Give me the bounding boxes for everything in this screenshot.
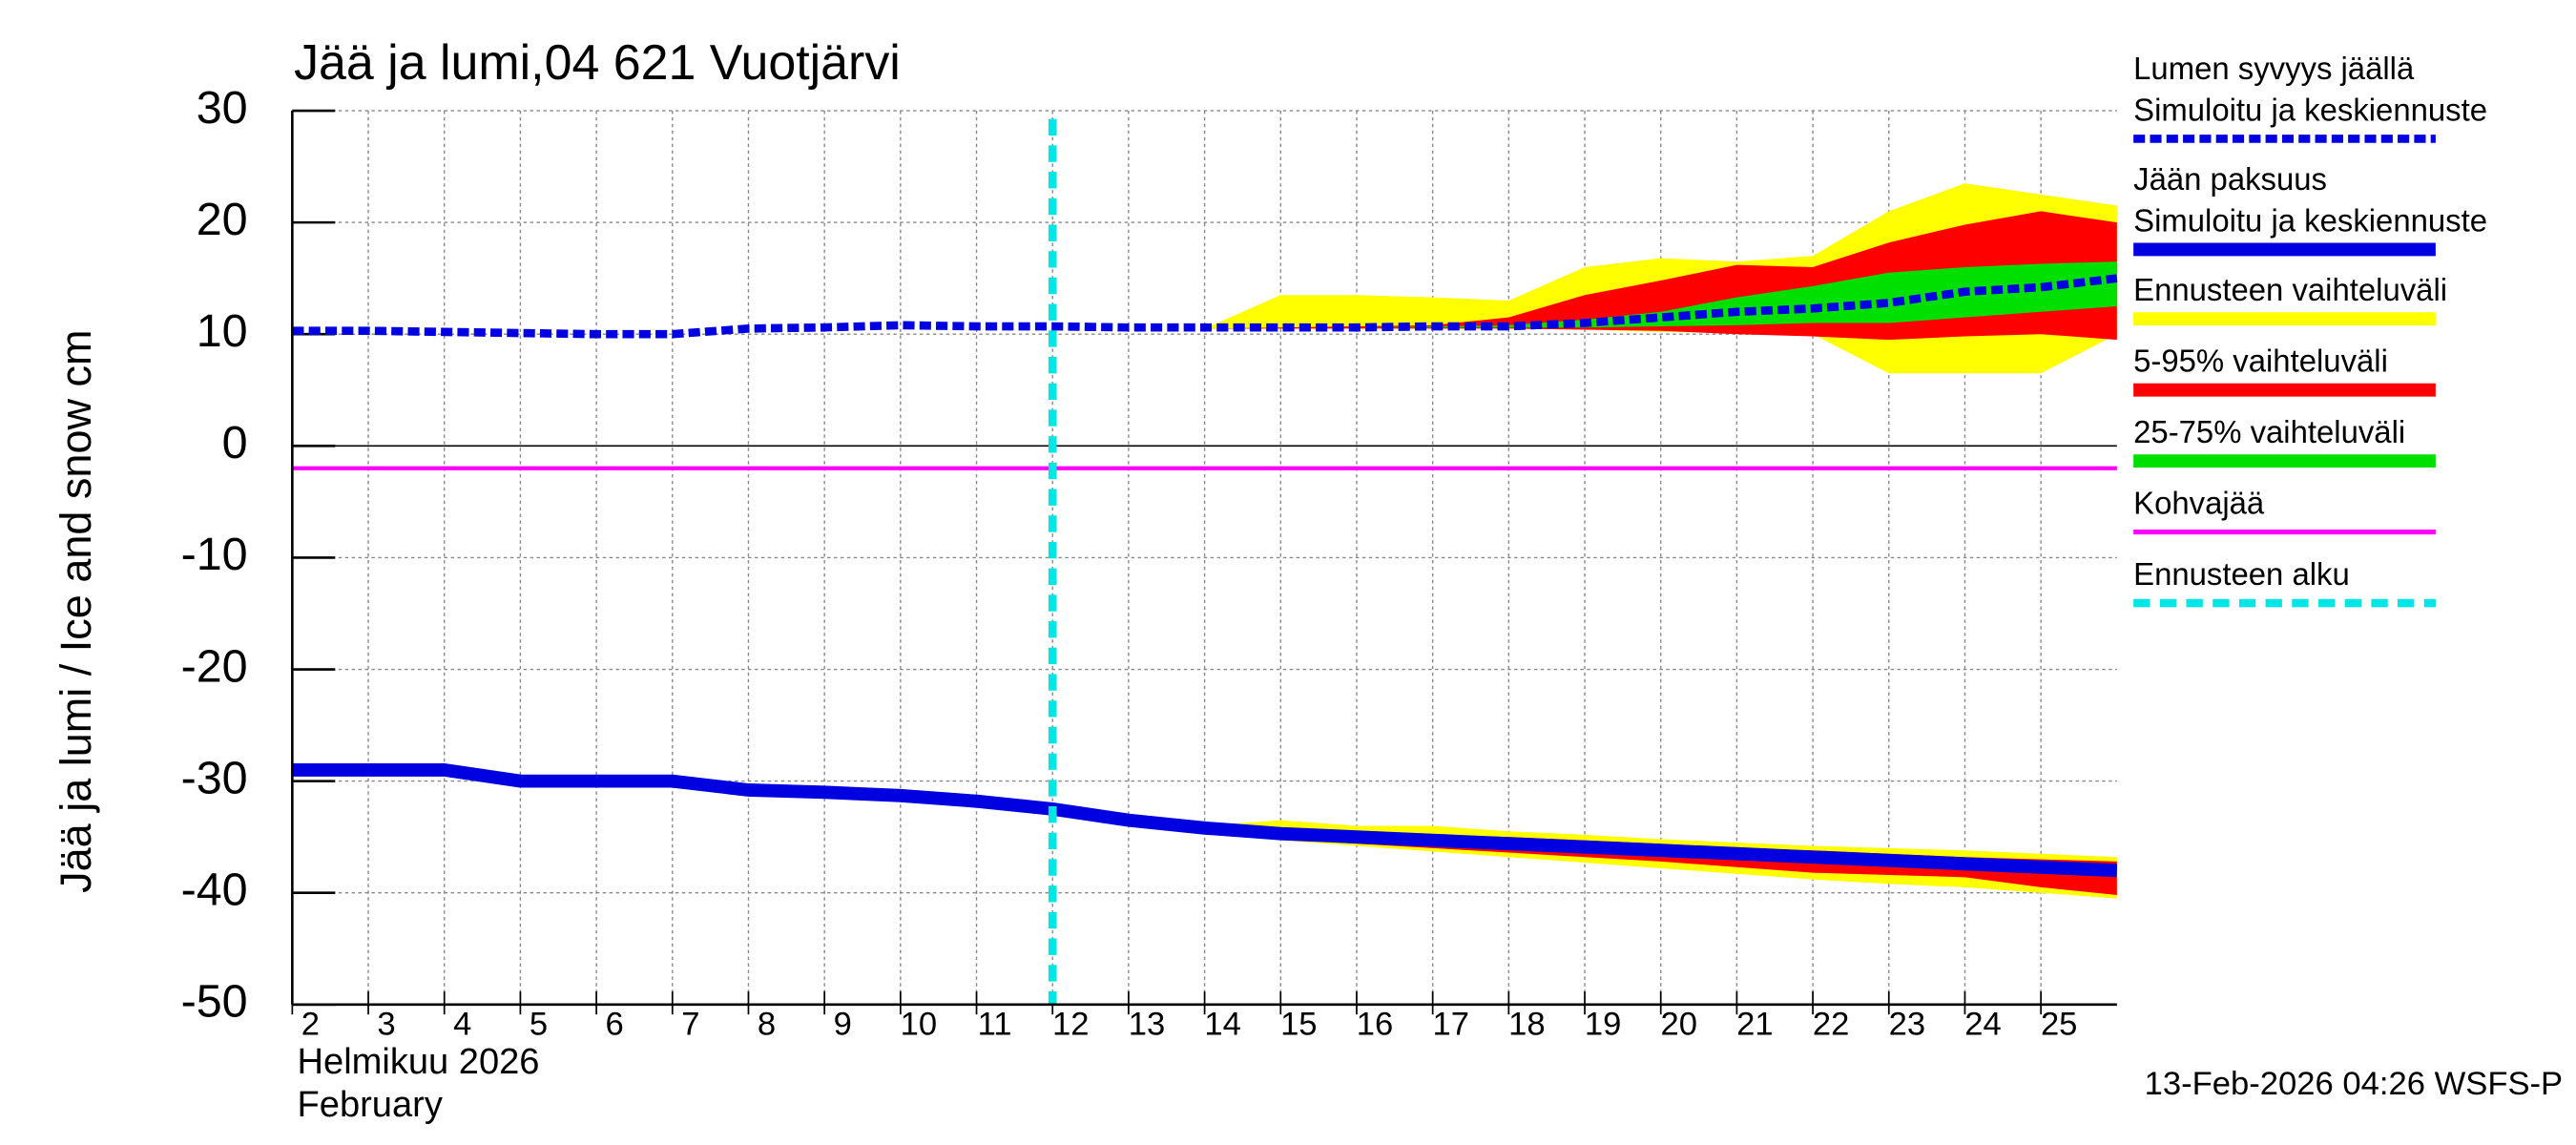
legend-label: 25-75% vaihteluväli <box>2133 414 2405 449</box>
y-tick-label: -20 <box>181 640 248 692</box>
legend-label: Kohvajää <box>2133 486 2265 521</box>
x-tick-label: 8 <box>758 1006 776 1042</box>
x-tick-label: 24 <box>1964 1006 2001 1042</box>
x-tick-label: 17 <box>1432 1006 1468 1042</box>
timestamp: 13-Feb-2026 04:26 WSFS-P <box>2145 1066 2564 1102</box>
y-tick-label: 30 <box>197 82 248 134</box>
y-tick-label: -40 <box>181 864 248 916</box>
legend-label: Simuloitu ja keskiennuste <box>2133 202 2487 238</box>
legend-label: Ennusteen vaihteluväli <box>2133 272 2447 307</box>
x-axis-label: Helmikuu 2026 <box>298 1042 540 1082</box>
x-tick-label: 11 <box>978 1006 1012 1042</box>
y-tick-label: 10 <box>197 305 248 357</box>
y-tick-label: 0 <box>222 417 248 468</box>
y-tick-label: -50 <box>181 976 248 1028</box>
x-tick-label: 4 <box>453 1006 471 1042</box>
x-tick-label: 3 <box>377 1006 395 1042</box>
x-tick-label: 7 <box>681 1006 699 1042</box>
x-axis-label: February <box>298 1085 443 1125</box>
series-line <box>292 762 2118 878</box>
x-tick-label: 25 <box>2041 1006 2077 1042</box>
y-tick-label: 20 <box>197 194 248 245</box>
x-tick-label: 16 <box>1357 1006 1393 1042</box>
legend-label: 5-95% vaihteluväli <box>2133 344 2388 379</box>
y-tick-label: -10 <box>181 529 248 580</box>
x-tick-label: 18 <box>1508 1006 1545 1042</box>
chart-title: Jää ja lumi,04 621 Vuotjärvi <box>294 35 901 91</box>
legend-label: Ennusteen alku <box>2133 556 2350 592</box>
x-tick-label: 22 <box>1813 1006 1849 1042</box>
x-tick-label: 2 <box>301 1006 320 1042</box>
range-band <box>1052 261 2117 328</box>
x-tick-label: 20 <box>1661 1006 1697 1042</box>
x-tick-label: 10 <box>901 1006 937 1042</box>
x-tick-label: 21 <box>1736 1006 1773 1042</box>
x-tick-label: 9 <box>834 1006 852 1042</box>
x-tick-label: 14 <box>1204 1006 1240 1042</box>
legend-group: Jään paksuus <box>2133 161 2327 197</box>
y-axis-label: Jää ja lumi / Ice and snow cm <box>52 329 100 892</box>
y-tick-label: -30 <box>181 752 248 803</box>
legend-group: Lumen syvyys jäällä <box>2133 51 2415 86</box>
x-tick-label: 13 <box>1129 1006 1165 1042</box>
x-tick-label: 5 <box>530 1006 548 1042</box>
x-tick-label: 6 <box>606 1006 624 1042</box>
x-tick-label: 23 <box>1889 1006 1925 1042</box>
x-tick-label: 19 <box>1585 1006 1621 1042</box>
x-tick-label: 12 <box>1052 1006 1089 1042</box>
x-tick-label: 15 <box>1280 1006 1317 1042</box>
legend-label: Simuloitu ja keskiennuste <box>2133 92 2487 127</box>
series-line <box>292 274 2118 339</box>
